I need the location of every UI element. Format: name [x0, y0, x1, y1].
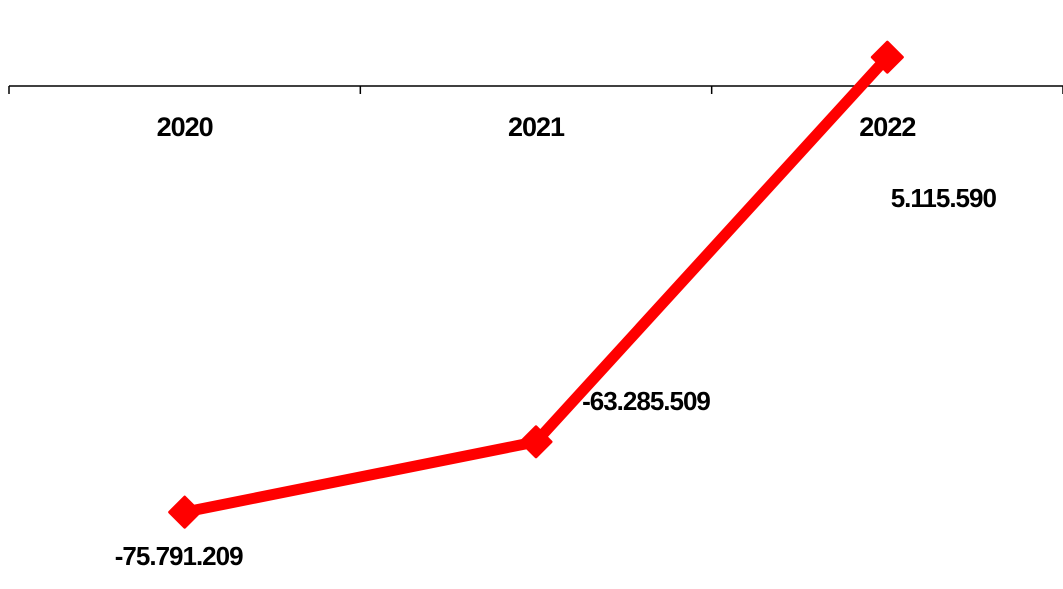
- x-axis-tick-label: 2020: [157, 112, 213, 142]
- series-line-segment: [179, 436, 542, 518]
- data-point-marker: [870, 40, 904, 74]
- x-axis-tick-label: 2022: [859, 112, 915, 142]
- data-label: -75.791.209: [115, 541, 243, 571]
- data-point-marker: [519, 425, 553, 459]
- series-line-segment: [530, 51, 893, 448]
- series-line-layer: [179, 51, 893, 518]
- data-point-marker: [168, 495, 202, 529]
- x-axis-tick-label: 2021: [508, 112, 565, 142]
- data-label: -63.285.509: [582, 386, 710, 416]
- series-marker-layer: [168, 40, 904, 529]
- x-axis-tick-labels: 2020 2021 2022: [157, 112, 917, 142]
- x-axis-tick-marks: [8, 85, 1063, 94]
- data-label: 5.115.590: [891, 183, 997, 213]
- data-label-layer: -75.791.209 -63.285.509 5.115.590: [115, 183, 998, 571]
